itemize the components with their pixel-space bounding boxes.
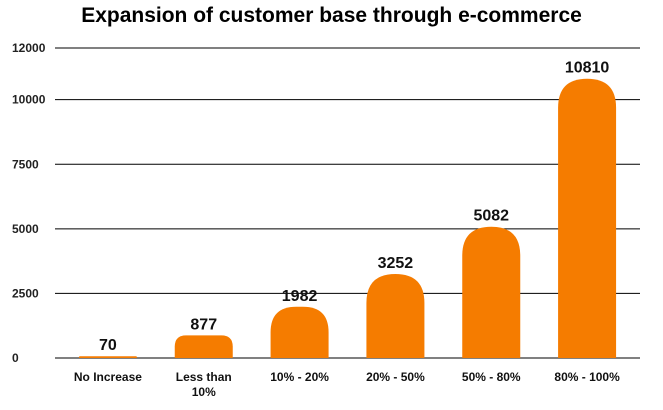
bar: [78, 356, 137, 358]
data-label: 3252: [378, 255, 414, 272]
data-labels: 70 877 1982 3252 5082 10810: [99, 60, 609, 354]
y-axis-ticks: 0 2500 5000 7500 10000 12000: [12, 41, 46, 365]
data-label: 5082: [473, 208, 509, 225]
bar: [558, 78, 617, 358]
gridlines: [55, 47, 640, 359]
data-label: 877: [190, 316, 217, 333]
data-label: 10810: [565, 60, 610, 77]
bar: [174, 335, 233, 358]
x-tick-label: 10%: [192, 385, 216, 399]
bar: [366, 273, 425, 358]
bar: [462, 226, 521, 358]
data-label: 1982: [282, 288, 318, 305]
y-tick-label: 12000: [12, 41, 46, 55]
data-label: 70: [99, 337, 117, 354]
x-tick-label: 10% - 20%: [270, 370, 329, 384]
x-tick-label: No Increase: [74, 370, 142, 384]
bars: [78, 78, 617, 358]
x-tick-label: 50% - 80%: [462, 370, 521, 384]
x-tick-label: Less than: [176, 370, 232, 384]
x-tick-label: 80% - 100%: [554, 370, 620, 384]
y-tick-label: 0: [12, 351, 19, 365]
y-tick-label: 5000: [12, 222, 39, 236]
y-tick-label: 10000: [12, 93, 46, 107]
x-tick-label: 20% - 50%: [366, 370, 425, 384]
y-tick-label: 7500: [12, 157, 39, 171]
chart-title: Expansion of customer base through e-com…: [81, 4, 582, 27]
bar: [270, 306, 329, 358]
y-tick-label: 2500: [12, 286, 39, 300]
